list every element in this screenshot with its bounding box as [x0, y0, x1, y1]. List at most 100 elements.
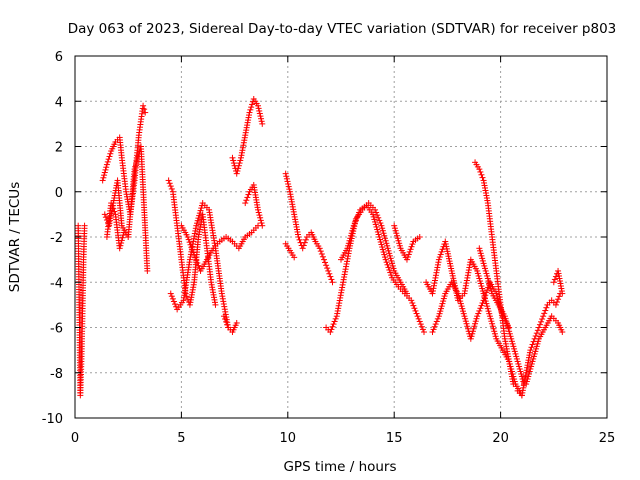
data-point — [194, 220, 201, 227]
data-point — [435, 313, 442, 320]
data-point — [255, 105, 262, 112]
data-point — [381, 251, 388, 258]
data-point — [196, 212, 203, 219]
data-point — [388, 257, 395, 264]
data-point — [377, 239, 384, 246]
data-point — [438, 303, 445, 310]
data-point — [392, 227, 399, 234]
data-point — [479, 288, 486, 295]
data-point — [102, 166, 109, 173]
data-point — [244, 194, 251, 201]
data-point — [455, 290, 462, 297]
data-point — [455, 293, 462, 300]
data-point — [378, 222, 385, 229]
data-point — [406, 248, 413, 255]
data-point — [391, 222, 398, 229]
data-point — [481, 265, 488, 272]
data-point — [198, 205, 205, 212]
data-point — [373, 223, 380, 230]
data-point — [325, 267, 332, 274]
data-point — [414, 313, 421, 320]
data-point — [245, 191, 252, 198]
data-point — [528, 360, 535, 367]
data-point — [235, 165, 242, 172]
data-point — [133, 161, 140, 168]
data-point — [552, 273, 559, 280]
x-tick-label: 15 — [386, 431, 403, 446]
data-point — [457, 298, 464, 305]
data-point — [393, 230, 400, 237]
data-point — [417, 321, 424, 328]
data-point — [510, 381, 517, 388]
data-point — [409, 299, 416, 306]
data-point — [381, 254, 388, 261]
data-point — [536, 321, 543, 328]
data-point — [539, 316, 546, 323]
data-point — [376, 234, 383, 240]
data-point — [515, 360, 522, 367]
data-point — [347, 235, 354, 242]
data-point — [534, 327, 541, 334]
data-point — [418, 323, 425, 330]
data-point — [371, 216, 378, 223]
data-point — [387, 269, 394, 276]
data-point — [168, 293, 175, 300]
data-point — [378, 241, 385, 248]
data-point — [224, 321, 231, 328]
data-point — [372, 218, 379, 225]
data-point — [431, 323, 438, 330]
data-point — [511, 348, 518, 355]
data-point — [119, 234, 126, 241]
data-point — [193, 257, 200, 264]
data-point — [348, 230, 355, 237]
data-point — [330, 321, 337, 328]
data-point — [404, 254, 411, 261]
x-tick-label: 20 — [492, 431, 509, 446]
data-point — [484, 303, 491, 310]
data-point — [469, 328, 476, 335]
data-point — [506, 328, 513, 335]
data-point — [116, 245, 123, 252]
data-point — [328, 326, 335, 333]
data-point — [185, 236, 192, 243]
data-point — [531, 350, 538, 357]
data-point — [408, 243, 415, 250]
data-point — [478, 252, 485, 259]
data-point — [327, 329, 334, 336]
x-tick-label: 0 — [71, 431, 79, 446]
data-point — [108, 200, 115, 207]
data-point — [482, 267, 489, 274]
data-point — [259, 222, 266, 229]
data-point — [439, 300, 446, 307]
data-point — [259, 120, 266, 127]
data-point — [374, 228, 381, 235]
data-point — [192, 254, 199, 261]
data-point — [413, 310, 420, 317]
data-point — [540, 313, 547, 320]
data-point — [488, 288, 495, 295]
data-point — [193, 222, 200, 229]
data-point — [302, 236, 309, 243]
data-point — [165, 177, 172, 184]
data-point — [375, 231, 382, 238]
data-point — [472, 318, 479, 325]
data-point — [191, 252, 198, 259]
data-point — [258, 220, 265, 227]
data-point — [475, 272, 482, 279]
data-point — [247, 106, 254, 113]
data-point — [491, 330, 498, 337]
data-point — [372, 221, 379, 228]
data-point — [487, 315, 494, 322]
data-point — [230, 160, 237, 167]
data-point — [235, 162, 242, 169]
data-point — [524, 376, 531, 383]
data-point — [258, 115, 265, 122]
data-point — [478, 171, 485, 178]
data-point — [485, 277, 492, 284]
data-point — [475, 310, 482, 317]
data-point — [195, 262, 202, 269]
data-point — [386, 252, 393, 259]
data-point — [396, 242, 403, 249]
data-point — [186, 239, 193, 246]
data-point — [525, 371, 532, 378]
